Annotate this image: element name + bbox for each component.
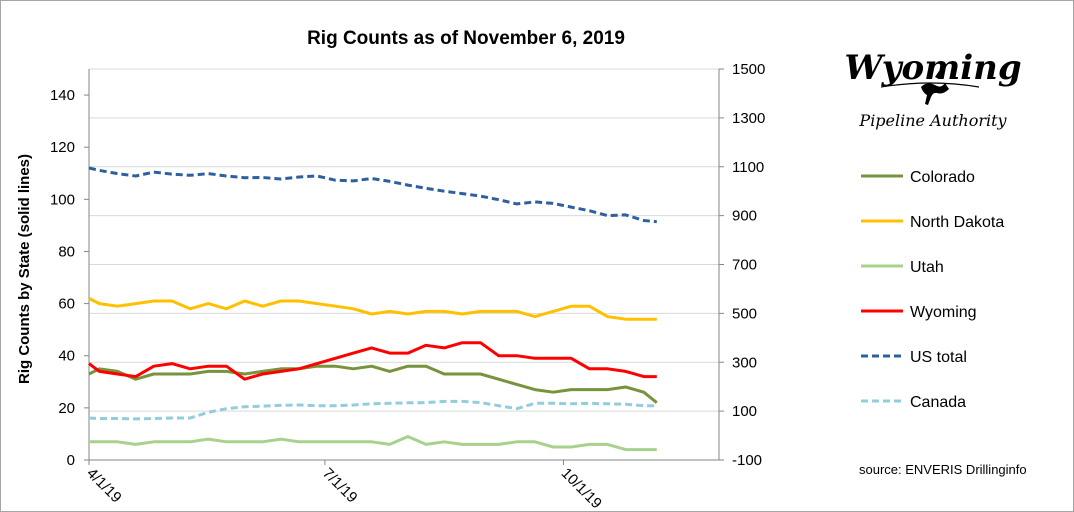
- y2-tick-label: 500: [732, 305, 757, 322]
- gridlines: [89, 68, 719, 412]
- y2-tick-label: 1500: [732, 61, 765, 78]
- y-tick-label: 20: [58, 400, 75, 417]
- series-line-canada: [88, 399, 657, 421]
- y-tick-label: 120: [50, 139, 75, 156]
- series-line-us-total: [88, 166, 657, 224]
- x-tick-label: 10/1/19: [558, 465, 605, 511]
- y-tick-label: 0: [67, 452, 75, 469]
- logo-subtitle: Pipeline Authority: [858, 111, 1007, 130]
- chart-title: Rig Counts as of November 6, 2019: [307, 28, 625, 49]
- y2-tick-label: 900: [732, 208, 757, 225]
- x-axis-tick-labels: 4/1/19 7/1/19 10/1/19: [83, 460, 605, 511]
- y-axis-label: Rig Counts by State (solid lines): [16, 154, 33, 384]
- x-tick-label: 7/1/19: [319, 465, 361, 507]
- bucking-horse-icon: [880, 71, 980, 105]
- y2-tick-label: 1300: [732, 110, 765, 127]
- legend-label-colorado: Colorado: [910, 169, 975, 186]
- y2-tick-label: 300: [732, 354, 757, 371]
- series-line-north-dakota: [88, 297, 657, 321]
- x-tick-label: 4/1/19: [83, 465, 125, 507]
- legend-label-canada: Canada: [910, 394, 966, 411]
- legend: Colorado North Dakota Utah Wyoming US total C…: [861, 169, 1004, 411]
- series-line-colorado: [88, 364, 658, 404]
- y-tick-label: 100: [50, 191, 75, 208]
- y-tick-label: 140: [50, 87, 75, 104]
- series-lines: [88, 166, 658, 452]
- y2-axis-tick-labels: -100 100 300 500 700 900 1100 1300 1500: [719, 61, 765, 469]
- y-tick-label: 80: [58, 243, 75, 260]
- y-axis-tick-labels: 0 20 40 60 80 100 120 140: [50, 87, 89, 469]
- legend-label-utah: Utah: [910, 259, 944, 276]
- y2-tick-label: 700: [732, 257, 757, 274]
- y-tick-label: 40: [58, 348, 75, 365]
- series-line-wyoming: [88, 341, 657, 381]
- y2-tick-label: 1100: [732, 159, 764, 176]
- wyoming-pipeline-authority-logo: Wyoming Pipeline Authority: [844, 48, 1021, 130]
- series-line-utah: [89, 435, 657, 452]
- source-note: source: ENVERIS Drillinginfo: [859, 462, 1027, 477]
- legend-label-north-dakota: North Dakota: [910, 214, 1004, 231]
- legend-label-wyoming: Wyoming: [910, 304, 977, 321]
- logo-wordmark: Wyoming: [844, 48, 1021, 88]
- y2-tick-label: -100: [732, 452, 762, 469]
- y2-tick-label: 100: [732, 403, 757, 420]
- y-tick-label: 60: [58, 296, 75, 313]
- legend-label-us-total: US total: [910, 349, 967, 366]
